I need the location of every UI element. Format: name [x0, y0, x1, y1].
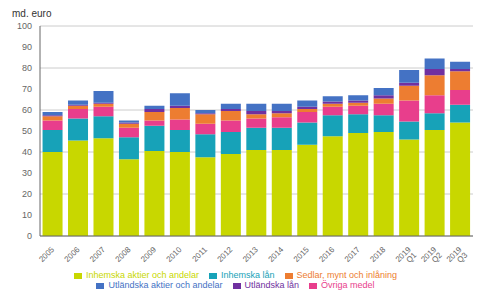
svg-text:2018: 2018: [368, 245, 387, 264]
svg-text:70: 70: [22, 84, 32, 94]
html-text:Utländska lån: Utländska lån: [244, 280, 299, 290]
svg-text:2017: 2017: [343, 245, 362, 264]
svg-text:20: 20: [22, 189, 32, 199]
svg-text:90: 90: [22, 42, 32, 52]
html-text:Inhemska lån: Inhemska lån: [221, 270, 275, 280]
svg-text:80: 80: [22, 63, 32, 73]
html-text:Inhemska aktier och andelar: Inhemska aktier och andelar: [85, 270, 199, 280]
svg-text:2008: 2008: [114, 245, 133, 264]
html-text:md. euro: md. euro: [12, 8, 52, 19]
svg-text:50: 50: [22, 126, 32, 136]
svg-text:2015: 2015: [292, 245, 311, 264]
svg-text:60: 60: [22, 105, 32, 115]
html-text:Utländska aktier och andelar: Utländska aktier och andelar: [108, 280, 223, 290]
svg-text:100: 100: [17, 21, 32, 31]
svg-text:2014: 2014: [266, 245, 285, 264]
svg-text:2006: 2006: [63, 245, 82, 264]
svg-text:2013: 2013: [241, 245, 260, 264]
svg-text:2011: 2011: [190, 245, 209, 264]
html-text:Sedlar, mynt och inlåning: Sedlar, mynt och inlåning: [296, 270, 398, 280]
svg-text:0: 0: [27, 231, 32, 241]
svg-text:2019Q1: 2019Q1: [394, 245, 419, 270]
svg-text:2019Q3: 2019Q3: [445, 245, 470, 270]
svg-text:2009: 2009: [139, 245, 158, 264]
svg-text:2016: 2016: [317, 245, 336, 264]
svg-text:30: 30: [22, 168, 32, 178]
svg-text:2019Q2: 2019Q2: [419, 245, 444, 270]
svg-text:2005: 2005: [37, 245, 56, 264]
html-text:Övriga medel: Övriga medel: [321, 280, 375, 290]
svg-text:10: 10: [22, 210, 32, 220]
svg-text:2010: 2010: [165, 245, 184, 264]
svg-text:40: 40: [22, 147, 32, 157]
svg-text:2007: 2007: [88, 245, 107, 264]
svg-text:2012: 2012: [215, 245, 234, 264]
